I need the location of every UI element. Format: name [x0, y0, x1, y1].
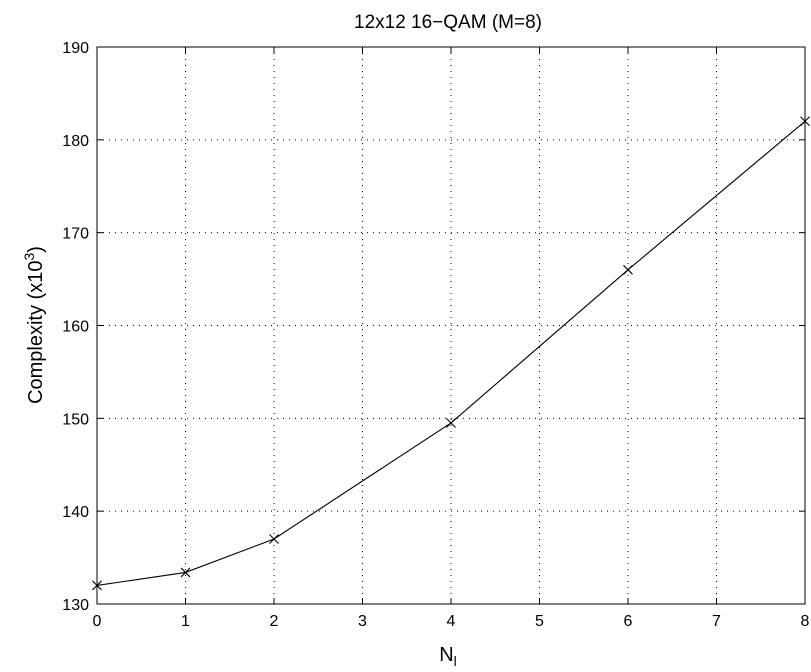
data-point-marker: [446, 418, 456, 428]
y-tick-label: 160: [62, 319, 89, 336]
series-line: [96, 120, 806, 586]
y-axis-label-sup: 3: [21, 253, 37, 261]
y-tick-label: 190: [62, 40, 89, 57]
x-tick-label: 2: [270, 613, 279, 630]
chart-title: 12x12 16−QAM (M=8): [354, 12, 542, 33]
x-tick-label: 5: [535, 613, 544, 630]
x-tick-label: 6: [624, 613, 633, 630]
data-point-marker: [180, 567, 191, 578]
data-point-marker: [623, 264, 633, 275]
y-tick-label: 170: [62, 226, 89, 243]
x-tick-label: 0: [93, 613, 102, 630]
y-axis-label: Complexity (x103): [21, 246, 47, 404]
data-point-marker: [92, 580, 102, 591]
y-axis-ticks: 130 140 150 160 170 180 190: [62, 40, 805, 614]
data-point-marker: [269, 534, 279, 544]
x-axis-label-main: N: [439, 644, 453, 666]
x-tick-label: 3: [358, 613, 367, 630]
x-axis-label: Nl: [439, 644, 457, 669]
x-tick-label: 8: [801, 613, 810, 630]
y-tick-label: 180: [62, 133, 89, 150]
y-tick-label: 140: [62, 504, 89, 521]
y-tick-label: 130: [62, 597, 89, 614]
x-axis-ticks: 0 1 2 3 4 5 6 7 8: [93, 47, 810, 630]
x-tick-label: 7: [712, 613, 721, 630]
x-tick-label: 1: [181, 613, 190, 630]
x-tick-label: 4: [447, 613, 456, 630]
data-point-marker: [800, 116, 810, 127]
y-axis-label-main: Complexity (x10: [25, 261, 47, 404]
series-group: [92, 116, 810, 591]
y-axis-label-end: ): [25, 246, 47, 253]
y-tick-label: 150: [62, 411, 89, 428]
grid-lines: [97, 47, 805, 604]
x-axis-label-sub: l: [454, 653, 457, 669]
